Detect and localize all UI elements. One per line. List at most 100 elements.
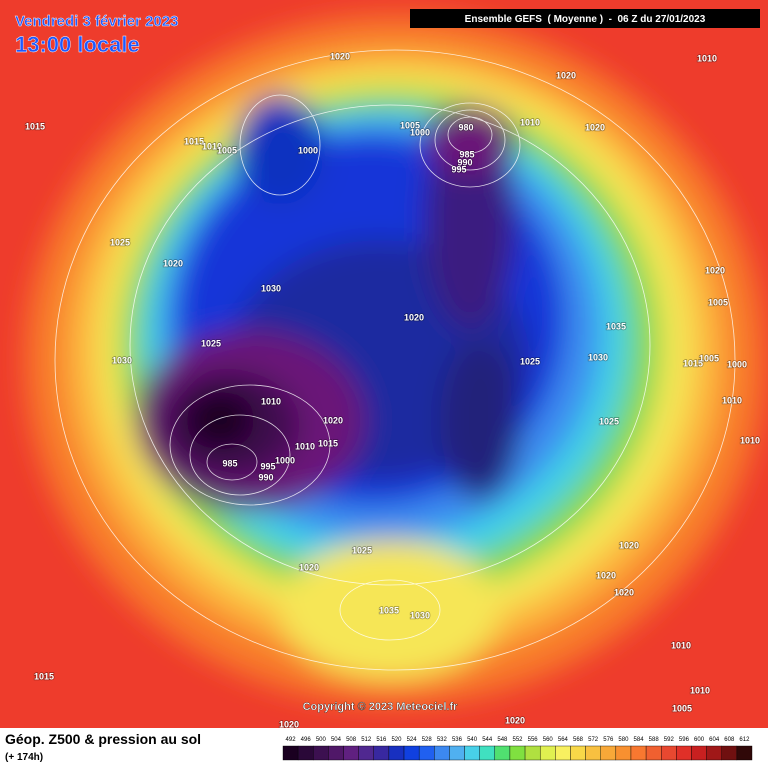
isobar-label: 990: [258, 472, 273, 482]
isobar-label: 1020: [556, 70, 576, 80]
colorbar-cell: [494, 745, 511, 761]
colorbar-label: 492: [286, 737, 297, 743]
colorbar-label: 500: [316, 737, 327, 743]
colorbar-label: 564: [558, 737, 569, 743]
isobar-label: 1015: [318, 438, 338, 448]
isobar-label: 1025: [520, 356, 540, 366]
local-time: 13:00 locale: [15, 32, 140, 57]
isobar-label: 1030: [410, 610, 430, 620]
isobar-label: 995: [451, 164, 466, 174]
colorbar-label: 544: [482, 737, 493, 743]
isobar-label: 980: [458, 122, 473, 132]
isobar-label: 1020: [299, 562, 319, 572]
colorbar-label: 508: [346, 737, 357, 743]
colorbar-label: 540: [467, 737, 478, 743]
isobar-label: 1010: [722, 395, 742, 405]
colorbar-label: 604: [709, 737, 720, 743]
isobar-label: 1005: [708, 297, 728, 307]
isobar-label: 1005: [699, 353, 719, 363]
colorbar-cell: [600, 745, 617, 761]
isobar-label: 1010: [295, 441, 315, 451]
isobar-label: 1010: [671, 640, 691, 650]
isobar-label: 1000: [727, 359, 747, 369]
colorbar-label: 608: [724, 737, 735, 743]
colorbar-cell: [328, 745, 344, 761]
colorbar-cell: [343, 745, 359, 761]
colorbar-cell: [373, 745, 390, 761]
colorbar-cell: [524, 745, 541, 761]
colorbar-label: 528: [422, 737, 433, 743]
isobar-label: 1020: [619, 540, 639, 550]
isobar-label: 1005: [400, 120, 420, 130]
colorbar-label: 596: [679, 737, 690, 743]
footer-title: Géop. Z500 & pression au sol: [5, 731, 201, 747]
isobar-label: 1020: [330, 51, 350, 61]
isobar-label: 1015: [184, 136, 204, 146]
colorbar-label: 560: [543, 737, 554, 743]
colorbar-cell: [555, 745, 571, 761]
isobar-label: 1020: [614, 587, 634, 597]
colorbar-label: 580: [618, 737, 629, 743]
colorbar-label: 592: [664, 737, 675, 743]
colorbar-cell: [297, 745, 314, 761]
colorbar: 492 496 500 504 508 512 516 520 524 528 532 536 540 5…: [282, 737, 753, 761]
isobar-label: 1000: [275, 455, 295, 465]
colorbar-cell: [676, 745, 692, 761]
colorbar-label: 612: [739, 737, 750, 743]
colorbar-cell: [403, 745, 420, 761]
isobar-label: 1025: [599, 416, 619, 426]
isobar-label: 1015: [683, 358, 703, 368]
colorbar-cell: [418, 745, 435, 761]
colorbar-cell: [706, 745, 722, 761]
colorbar-cell: [570, 745, 586, 761]
colorbar-cell: [539, 745, 556, 761]
colorbar-cell: [585, 745, 601, 761]
colorbar-cell: [661, 745, 677, 761]
isobar-label: 1025: [352, 545, 372, 555]
colorbar-cell: [509, 745, 526, 761]
isobar-label: 1010: [261, 396, 281, 406]
isobar-label: 1015: [34, 671, 54, 681]
isobar-label: 1030: [588, 352, 608, 362]
colorbar-label: 524: [407, 737, 418, 743]
isobar-label: 1005: [217, 145, 237, 155]
colorbar-label: 496: [301, 737, 312, 743]
colorbar-label: 572: [588, 737, 599, 743]
colorbar-label: 536: [452, 737, 463, 743]
colorbar-cell: [630, 745, 647, 761]
colorbar-label: 532: [437, 737, 448, 743]
colorbar-label: 520: [391, 737, 402, 743]
isobar-label: 1020: [163, 258, 183, 268]
colorbar-cell: [721, 745, 738, 761]
colorbar-cell: [282, 745, 299, 761]
colorbar-label: 600: [694, 737, 705, 743]
date: Vendredi 3 février 2023: [15, 13, 178, 30]
colorbar-cell: [691, 745, 707, 761]
run-info: Ensemble GEFS ( Moyenne ) - 06 Z du 27/0…: [465, 14, 706, 25]
colorbar-label: 504: [331, 737, 342, 743]
colorbar-cell: [645, 745, 662, 761]
colorbar-cell: [358, 745, 374, 761]
isobar-label: 995: [260, 461, 275, 471]
colorbar-label: 584: [634, 737, 645, 743]
isobar-label: 1000: [410, 127, 430, 137]
isobar-label: 1035: [606, 321, 626, 331]
colorbar-label: 568: [573, 737, 584, 743]
run-box: [410, 9, 760, 28]
isobar-label: 1020: [596, 570, 616, 580]
isobar-label: 1025: [110, 237, 130, 247]
isobar-label: 1030: [261, 283, 281, 293]
colorbar-cell: [313, 745, 329, 761]
colorbar-label: 576: [603, 737, 614, 743]
isobar-label: 1025: [201, 338, 221, 348]
colorbar-label: 556: [528, 737, 539, 743]
isobar-label: 1020: [705, 265, 725, 275]
isobar-label: 1010: [740, 435, 760, 445]
isobar-label: 1015: [25, 121, 45, 131]
copyright: Copyright © 2023 Meteociel.fr: [303, 701, 459, 713]
colorbar-cell: [615, 745, 632, 761]
isobar-label: 985: [222, 458, 237, 468]
colorbar-cell: [464, 745, 480, 761]
